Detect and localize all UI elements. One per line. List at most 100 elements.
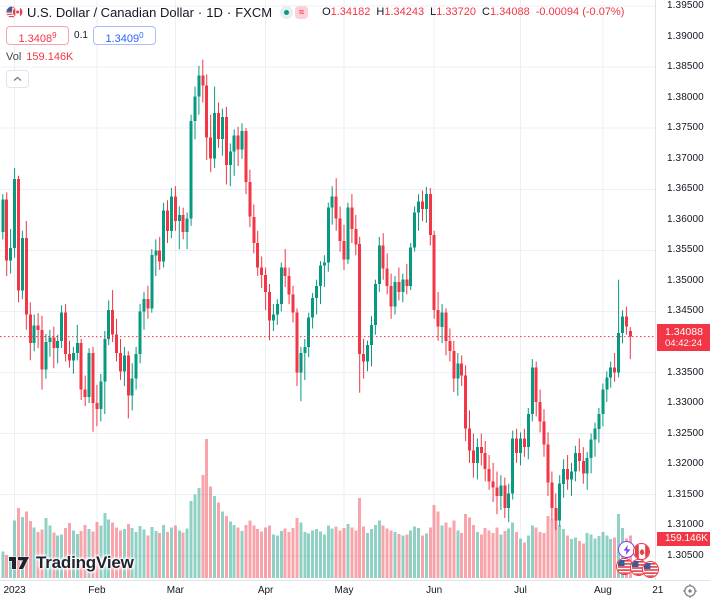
candle-body	[24, 238, 28, 315]
candle	[71, 346, 75, 374]
time-axis-label: Aug	[593, 585, 612, 596]
candle	[401, 273, 405, 303]
economic-events-cluster[interactable]	[616, 541, 660, 579]
volume-legend-row[interactable]: Vol 159.146K	[6, 51, 624, 65]
price-axis[interactable]: 1.34088 04:42:24 159.146K 1.39500 1.39000…	[655, 0, 710, 580]
interval-value[interactable]: 1D	[206, 4, 223, 20]
candle	[103, 331, 107, 415]
candle-body	[389, 285, 393, 307]
candle-body	[319, 265, 322, 286]
candle-body	[111, 310, 115, 335]
volume-bar	[264, 527, 268, 578]
volume-bar	[503, 530, 507, 578]
candle-body	[103, 338, 107, 382]
candle	[499, 475, 503, 510]
buy-button[interactable]: 1.34090	[93, 26, 156, 45]
candle-body	[56, 340, 60, 349]
candle	[134, 346, 138, 390]
volume-bar	[546, 515, 550, 578]
market-status-pill[interactable]: ≈	[280, 5, 309, 19]
candle-body	[275, 304, 279, 315]
volume-bar	[75, 534, 79, 578]
candle-body	[350, 207, 354, 229]
candle-body	[621, 316, 624, 333]
candle-body	[79, 343, 83, 390]
candlestick-chart-pane[interactable]	[0, 0, 655, 580]
candle	[87, 348, 91, 404]
sell-button[interactable]: 1.34089	[6, 26, 69, 45]
candle-body	[283, 267, 287, 277]
candle	[283, 249, 287, 287]
volume-bar	[468, 517, 471, 578]
symbol-title-row[interactable]: U.S. Dollar / Canadian Dollar · 1D · FXC…	[6, 3, 624, 21]
canada-event-flag-icon[interactable]	[633, 543, 650, 560]
candle	[334, 178, 338, 231]
volume-bar	[20, 516, 24, 578]
volume-bar	[228, 521, 232, 578]
volume-bar	[240, 530, 244, 578]
volume-bar	[32, 527, 36, 578]
price-axis-label: 1.32000	[667, 458, 704, 470]
candle-body	[95, 403, 99, 410]
candle	[311, 293, 315, 329]
candle	[150, 249, 154, 313]
candle-body	[428, 194, 432, 235]
tradingview-logo[interactable]: TradingView	[8, 553, 134, 573]
volume-bar	[103, 512, 107, 578]
price-axis-label: 1.35500	[667, 244, 704, 256]
candle	[624, 306, 628, 335]
candle-body	[573, 453, 577, 472]
time-axis[interactable]: 2023 Feb Mar Apr May Jun Jul Aug 21	[0, 580, 710, 600]
exchange-name[interactable]: FXCM	[235, 4, 273, 20]
last-price-tag: 1.34088 04:42:24	[657, 323, 710, 351]
candle-body	[48, 337, 52, 342]
candle	[464, 365, 468, 441]
candle	[248, 169, 252, 228]
candle	[515, 428, 519, 463]
chevron-up-icon	[13, 76, 22, 81]
candle-body	[593, 428, 597, 440]
candle	[577, 438, 581, 472]
candle-body	[177, 214, 181, 221]
symbol-name[interactable]: U.S. Dollar / Canadian Dollar	[27, 4, 194, 20]
volume-bar	[605, 535, 609, 578]
candle-body	[471, 450, 475, 463]
volume-bar	[452, 520, 456, 578]
candle-body	[60, 312, 64, 341]
candle-body	[491, 481, 495, 488]
volume-bar	[354, 530, 358, 578]
candle-body	[291, 294, 295, 313]
volume-bar	[597, 536, 601, 578]
candle-body	[209, 137, 213, 159]
candle-body	[558, 483, 562, 521]
candle	[220, 108, 224, 156]
candle	[28, 302, 32, 361]
volume-bar	[9, 558, 13, 578]
us-event-flag-icon[interactable]	[616, 558, 633, 575]
volume-bar	[213, 496, 217, 578]
price-axis-label: 1.32500	[667, 427, 704, 439]
candle-body	[213, 112, 217, 159]
us-event-flag-icon[interactable]	[642, 561, 659, 578]
candle-body	[256, 243, 260, 268]
candle	[75, 324, 79, 361]
timezone-settings-icon[interactable]	[682, 583, 698, 599]
candle	[209, 114, 213, 173]
collapse-legend-button[interactable]	[6, 70, 29, 88]
candle	[554, 493, 558, 531]
volume-bar	[56, 535, 60, 578]
candle	[228, 143, 232, 187]
volume-bar	[154, 531, 158, 578]
volume-bar	[271, 534, 275, 578]
us-event-flag-icon[interactable]	[630, 559, 647, 576]
volume-bar	[358, 498, 362, 578]
price-axis-label: 1.31500	[667, 488, 704, 500]
volume-bar	[405, 534, 409, 578]
candle-body	[169, 196, 173, 231]
candle-body	[268, 291, 271, 321]
candle-body	[554, 508, 558, 521]
price-axis-label: 1.34500	[667, 305, 704, 317]
volume-bar	[413, 526, 417, 578]
volume-bar	[119, 530, 122, 578]
volume-bar	[428, 527, 432, 578]
